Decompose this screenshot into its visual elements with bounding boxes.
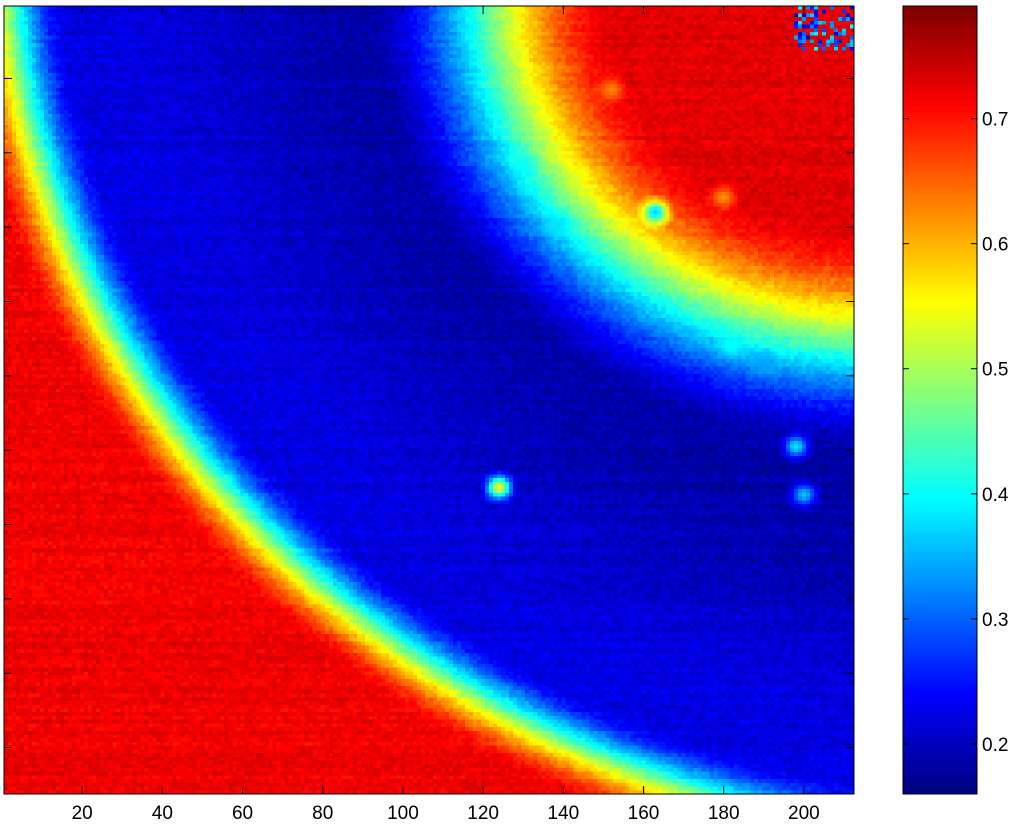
colorbar-canvas-wrap [903, 6, 977, 794]
x-tick-label: 80 [312, 803, 333, 824]
colorbar-tick-label: 0.5 [982, 360, 1008, 381]
colorbar-frame [902, 5, 978, 795]
colorbar-tick-label: 0.3 [982, 610, 1008, 631]
x-tick-label: 40 [152, 803, 173, 824]
x-tick-label: 60 [232, 803, 253, 824]
x-tick-label: 180 [708, 803, 740, 824]
x-tick-label: 160 [628, 803, 660, 824]
x-tick-label: 120 [467, 803, 499, 824]
heatmap-canvas-wrap [4, 6, 854, 794]
x-axis-ticks: 20 40 60 80 100 120 140 160 180 200 [72, 6, 820, 824]
x-tick-label: 20 [72, 803, 93, 824]
heatmap-axes: 20 40 60 80 100 120 140 160 180 200 [3, 5, 855, 824]
y-axis-ticks [4, 77, 854, 749]
colorbar-tick-label: 0.6 [982, 235, 1008, 256]
colorbar-ticks: 0.2 0.3 0.4 0.5 0.6 0.7 [903, 110, 1009, 756]
colorbar-tick-label: 0.7 [982, 110, 1008, 131]
x-tick-label: 140 [547, 803, 579, 824]
colorbar-tick-label: 0.4 [982, 485, 1009, 506]
x-tick-label: 200 [788, 803, 820, 824]
x-tick-label: 100 [387, 803, 419, 824]
colorbar-gradient [903, 6, 977, 794]
colorbar: 0.2 0.3 0.4 0.5 0.6 0.7 [902, 5, 1009, 795]
heatmap-image [4, 6, 854, 794]
colorbar-tick-label: 0.2 [982, 735, 1008, 756]
plot-frame [3, 5, 855, 795]
